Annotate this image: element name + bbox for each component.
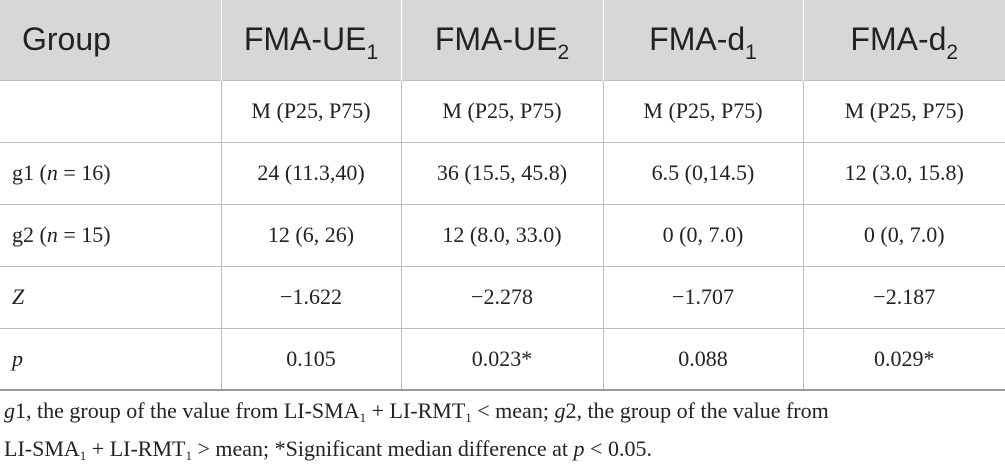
table-cell: 24 (11.3,40) xyxy=(220,141,401,204)
header-group: Group xyxy=(22,21,111,58)
stat-label-cell: M (P25, P75) xyxy=(220,79,401,142)
row-label-p: p xyxy=(0,327,221,391)
table-cell: −1.707 xyxy=(602,265,803,328)
stat-label-row: M (P25, P75) M (P25, P75) M (P25, P75) M… xyxy=(0,79,1005,142)
table-cell: −2.278 xyxy=(400,265,603,328)
header-fma-d1: FMA-d1 xyxy=(602,0,803,80)
table-cell: 0 (0, 7.0) xyxy=(602,203,803,266)
table-cell: −2.187 xyxy=(802,265,1005,328)
table-row: Z −1.622 −2.278 −1.707 −2.187 xyxy=(0,265,1005,328)
header-fma-ue1: FMA-UE1 xyxy=(220,0,401,80)
stat-label-cell: M (P25, P75) xyxy=(802,79,1005,142)
results-table: Group FMA-UE1 FMA-UE2 FMA-d1 FMA-d2 M (P… xyxy=(0,0,1005,391)
stat-label-cell: M (P25, P75) xyxy=(602,79,803,142)
table-cell: 0 (0, 7.0) xyxy=(802,203,1005,266)
table-cell: 12 (6, 26) xyxy=(220,203,401,266)
table-footnote: g1, the group of the value from LI-SMA1 … xyxy=(4,398,829,463)
table-cell: 0.023* xyxy=(400,327,603,391)
table-cell: 0.029* xyxy=(802,327,1005,391)
row-label-g1: g1 (n = 16) xyxy=(0,141,221,204)
table-cell: 6.5 (0,14.5) xyxy=(602,141,803,204)
table-cell: 0.088 xyxy=(602,327,803,391)
table-row: p 0.105 0.023* 0.088 0.029* xyxy=(0,327,1005,391)
stat-label-cell: M (P25, P75) xyxy=(400,79,603,142)
header-row: Group FMA-UE1 FMA-UE2 FMA-d1 FMA-d2 xyxy=(0,0,1005,80)
table-cell: −1.622 xyxy=(220,265,401,328)
table-row: g2 (n = 15) 12 (6, 26) 12 (8.0, 33.0) 0 … xyxy=(0,203,1005,266)
table-cell: 36 (15.5, 45.8) xyxy=(400,141,603,204)
table-cell: 12 (8.0, 33.0) xyxy=(400,203,603,266)
row-label-g2: g2 (n = 15) xyxy=(0,203,221,266)
table-row: g1 (n = 16) 24 (11.3,40) 36 (15.5, 45.8)… xyxy=(0,141,1005,204)
table-cell: 12 (3.0, 15.8) xyxy=(802,141,1005,204)
header-fma-d2: FMA-d2 xyxy=(802,0,1005,80)
row-label-z: Z xyxy=(0,265,221,328)
stat-label-cell xyxy=(0,79,221,142)
header-fma-ue2: FMA-UE2 xyxy=(400,0,603,80)
table-cell: 0.105 xyxy=(220,327,401,391)
